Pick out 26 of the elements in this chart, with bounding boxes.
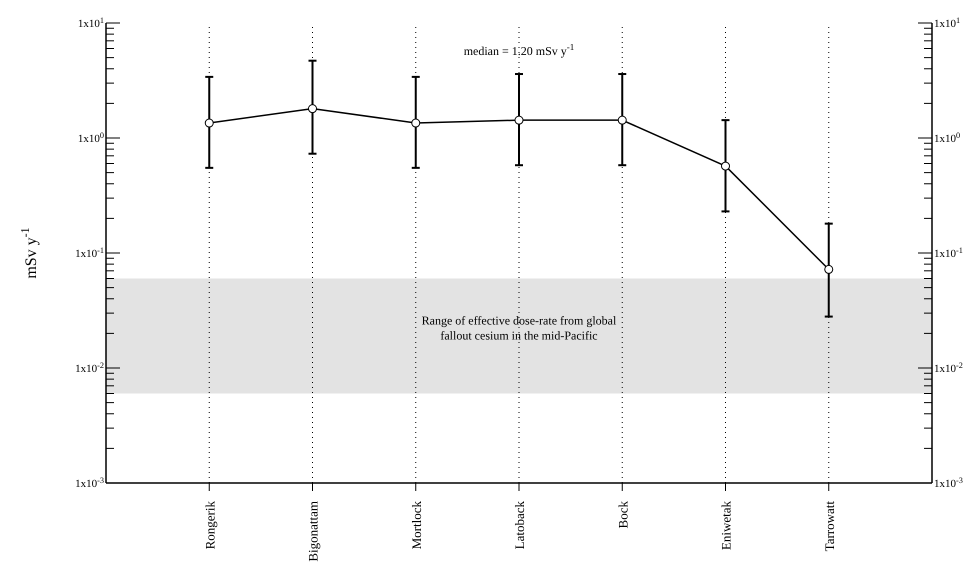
point — [308, 104, 317, 114]
x-tick-label: Mortlock — [408, 500, 424, 550]
point — [618, 116, 627, 125]
y-tick-label: 1x10$^{1}$ — [78, 16, 104, 30]
y-tick-label: 1x10$^{-2}$ — [75, 360, 104, 375]
x-tick-label: Tarrowatt — [822, 500, 837, 552]
text: 1x10$^{1}$ — [934, 16, 960, 30]
text: 1x10$^{-2}$ — [934, 360, 963, 375]
x-tick-label: Bigonattam — [306, 501, 320, 562]
text: 1x10$^{-3}$ — [934, 476, 963, 490]
point — [204, 118, 214, 128]
x-tick-label: Rongerik — [202, 500, 218, 550]
x-tick-label: Latoback — [512, 500, 527, 550]
point — [514, 116, 524, 125]
point — [824, 264, 834, 274]
annotation: median = 1.20 mSv y$^{-1}$ — [464, 42, 574, 58]
text: 1x10$^{0}$ — [934, 130, 960, 145]
point — [721, 162, 730, 171]
band-label: Range of effective dose-rate from global fallout cesium in the mid-Pacific — [422, 314, 618, 343]
point — [411, 118, 420, 128]
x-tick-label: Bock — [615, 500, 630, 528]
y-tick-label: 1x10$^{-1}$ — [75, 246, 104, 260]
text: 1x10$^{-1}$ — [934, 246, 963, 260]
y-tick-label: 1x10$^{-3}$ — [75, 476, 104, 490]
y-tick-label: 1x10$^{0}$ — [78, 130, 104, 145]
x-tick-label: Eniwetak — [718, 500, 734, 550]
